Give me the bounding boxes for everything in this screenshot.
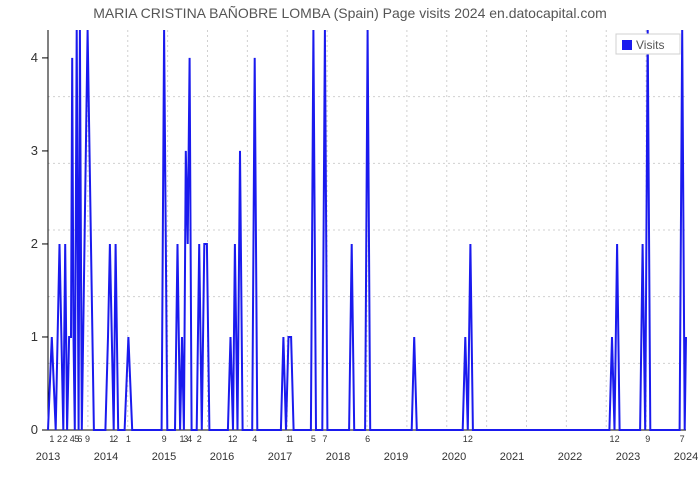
x-value-label: 2 — [63, 434, 68, 444]
legend-swatch — [622, 40, 632, 50]
x-value-label: 7 — [680, 434, 685, 444]
x-year-label: 2015 — [152, 451, 176, 463]
chart-container: MARIA CRISTINA BAÑOBRE LOMBA (Spain) Pag… — [0, 0, 700, 500]
x-year-label: 2021 — [500, 451, 524, 463]
x-year-label: 2019 — [384, 451, 408, 463]
chart-title: MARIA CRISTINA BAÑOBRE LOMBA (Spain) Pag… — [93, 5, 607, 21]
x-year-label: 2020 — [442, 451, 466, 463]
x-value-label: 2 — [232, 434, 237, 444]
x-value-label: 2 — [57, 434, 62, 444]
y-tick-label: 2 — [31, 236, 38, 251]
x-value-label: 6 — [365, 434, 370, 444]
x-value-label: 4 — [252, 434, 257, 444]
legend-label: Visits — [636, 38, 664, 52]
x-year-label: 2014 — [94, 451, 118, 463]
x-year-label: 2013 — [36, 451, 60, 463]
x-value-label: 9 — [645, 434, 650, 444]
y-tick-label: 1 — [31, 329, 38, 344]
x-value-label: 1 — [49, 434, 54, 444]
x-value-label: 6 — [77, 434, 82, 444]
x-value-label: 9 — [85, 434, 90, 444]
x-value-label: 7 — [322, 434, 327, 444]
y-tick-label: 0 — [31, 422, 38, 437]
x-value-label: 2 — [468, 434, 473, 444]
x-year-label: 2018 — [326, 451, 350, 463]
x-value-label: 9 — [162, 434, 167, 444]
x-value-label: 4 — [187, 434, 192, 444]
x-year-label: 2017 — [268, 451, 292, 463]
x-value-label: 1 — [126, 434, 131, 444]
y-tick-label: 3 — [31, 143, 38, 158]
y-tick-label: 4 — [31, 50, 38, 65]
x-year-label: 2024 — [674, 451, 698, 463]
x-value-label: 5 — [311, 434, 316, 444]
x-year-label: 2016 — [210, 451, 234, 463]
visits-line-chart: MARIA CRISTINA BAÑOBRE LOMBA (Spain) Pag… — [0, 0, 700, 500]
x-value-label: 2 — [197, 434, 202, 444]
x-value-label: 2 — [113, 434, 118, 444]
x-year-label: 2023 — [616, 451, 640, 463]
x-value-label: 1 — [289, 434, 294, 444]
x-value-label: 2 — [615, 434, 620, 444]
x-year-label: 2022 — [558, 451, 582, 463]
